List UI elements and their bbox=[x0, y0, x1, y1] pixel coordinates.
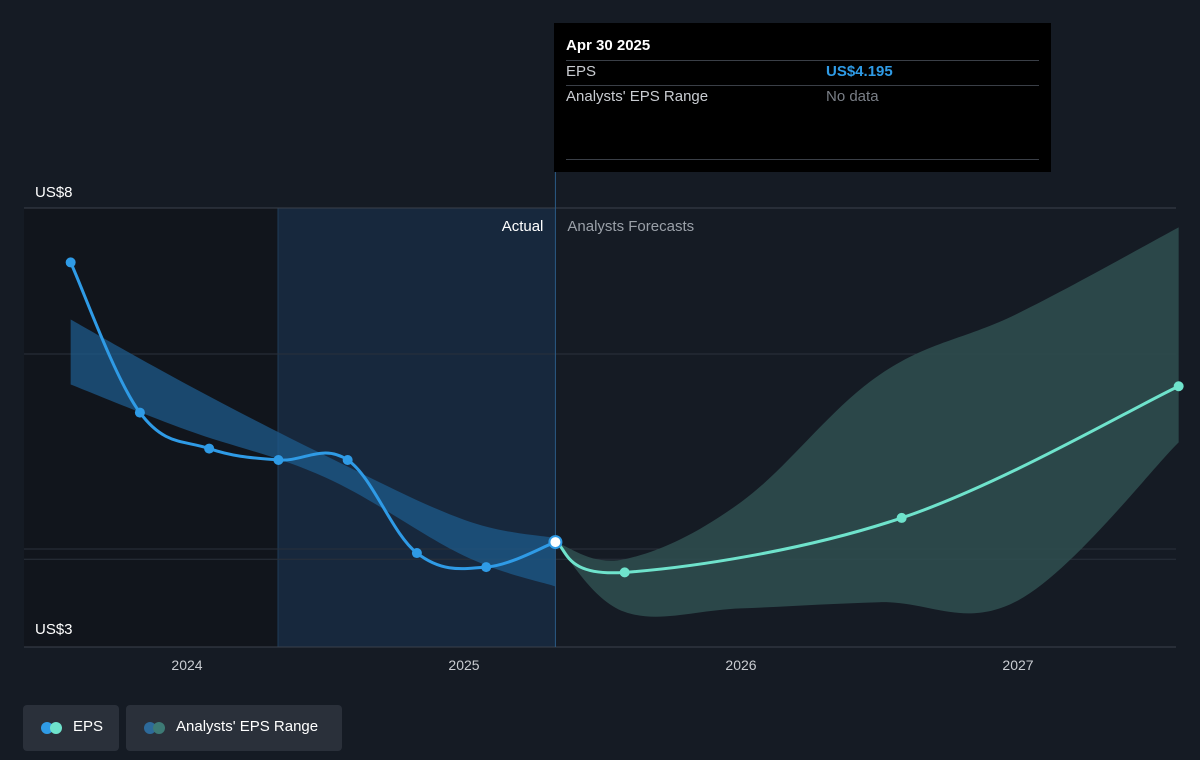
legend-range-label: Analysts' EPS Range bbox=[176, 718, 319, 735]
forecast-section-label: Analysts Forecasts bbox=[567, 218, 694, 235]
x-tick-label: 2024 bbox=[171, 657, 202, 673]
legend-eps-dots bbox=[41, 722, 63, 734]
eps-actual-point bbox=[481, 562, 492, 573]
tooltip-date: Apr 30 2025 bbox=[566, 37, 651, 54]
legend-range-dots bbox=[144, 722, 166, 734]
legend-dot-icon bbox=[50, 722, 62, 734]
eps-actual-point bbox=[411, 548, 422, 559]
x-tick-label: 2027 bbox=[1002, 657, 1033, 673]
eps-actual-point bbox=[342, 454, 353, 465]
eps-forecast-point bbox=[1173, 381, 1184, 392]
tooltip-eps-label: EPS bbox=[566, 63, 597, 80]
tooltip-eps-value: US$4.195 bbox=[826, 63, 893, 80]
actual-region-shade bbox=[278, 208, 556, 647]
tooltip: Apr 30 2025 EPS US$4.195 Analysts' EPS R… bbox=[554, 23, 1051, 172]
x-tick-label: 2025 bbox=[448, 657, 479, 673]
x-tick-label: 2026 bbox=[725, 657, 756, 673]
eps-actual-point bbox=[134, 407, 145, 418]
y-axis-bottom-label: US$3 bbox=[35, 621, 73, 638]
actual-section-label: Actual bbox=[502, 218, 544, 235]
tooltip-range-label: Analysts' EPS Range bbox=[566, 88, 709, 105]
legend-dot-icon bbox=[153, 722, 165, 734]
eps-highlight-point bbox=[548, 535, 563, 550]
past-estimate-band bbox=[70, 319, 556, 587]
eps-forecast-line bbox=[553, 384, 1181, 575]
analysts-eps-range-band bbox=[555, 227, 1179, 617]
eps-forecast-point bbox=[896, 512, 907, 523]
eps-actual-point bbox=[204, 443, 215, 454]
tooltip-range-value: No data bbox=[826, 88, 879, 105]
legend-eps-label: EPS bbox=[73, 718, 104, 735]
tooltip-divider bbox=[566, 60, 1039, 61]
y-axis-top-label: US$8 bbox=[35, 184, 73, 201]
eps-actual-point bbox=[65, 257, 76, 268]
eps-forecast-point bbox=[619, 567, 630, 578]
legend-item-eps[interactable]: EPS bbox=[23, 705, 119, 751]
tooltip-divider bbox=[566, 159, 1039, 160]
tooltip-divider bbox=[566, 85, 1039, 86]
legend-item-eps-range[interactable]: Analysts' EPS Range bbox=[126, 705, 342, 751]
eps-actual-point bbox=[273, 454, 284, 465]
